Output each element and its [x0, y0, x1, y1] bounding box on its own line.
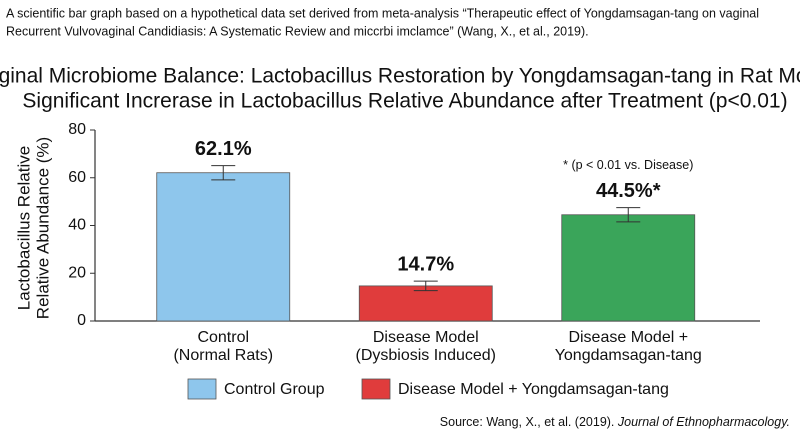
value-label: 44.5%*	[596, 180, 661, 202]
chart-title: Vaginal Microbiome Balance: Lactobacillu…	[0, 65, 800, 88]
annotation: * (p < 0.01 vs. Disease)	[563, 158, 693, 172]
legend-swatch	[361, 378, 391, 400]
x-tick-label: (Normal Rats)	[173, 347, 273, 364]
source-journal: Journal of Ethnopharmacology.	[617, 415, 790, 429]
legend-swatch	[187, 378, 217, 400]
x-tick-label: Control	[197, 329, 249, 346]
x-tick-label: (Dysbiosis Induced)	[356, 347, 497, 364]
bar	[561, 214, 696, 322]
legend-label: Disease Model + Yongdamsagan-tang	[398, 381, 669, 398]
bar	[156, 172, 291, 322]
legend-label: Control Group	[224, 381, 325, 398]
y-axis-label: Relative Abundance (%)	[33, 137, 52, 319]
y-tick-label: 80	[68, 121, 86, 138]
x-tick-label: Yongdamsagan-tang	[555, 347, 702, 364]
y-tick-label: 20	[68, 264, 86, 281]
x-tick-label: Disease Model	[373, 329, 479, 346]
value-label: 62.1%	[195, 138, 252, 160]
y-tick-label: 60	[68, 169, 86, 186]
y-axis-label: Lactobacillus Relative	[14, 146, 33, 310]
y-tick-label: 40	[68, 217, 86, 234]
caption: A scientific bar graph based on a hypoth…	[6, 6, 759, 20]
source-text: Source: Wang, X., et al. (2019).	[440, 415, 618, 429]
x-tick-label: Disease Model +	[568, 329, 688, 346]
chart-subtitle: Significant Increrase in Lactobacillus R…	[22, 90, 787, 113]
caption: Recurrent Vulvovaginal Candidiasis: A Sy…	[6, 24, 589, 38]
y-tick-label: 0	[77, 312, 86, 329]
source: Source: Wang, X., et al. (2019). Journal…	[440, 415, 790, 429]
value-label: 14.7%	[397, 253, 454, 275]
